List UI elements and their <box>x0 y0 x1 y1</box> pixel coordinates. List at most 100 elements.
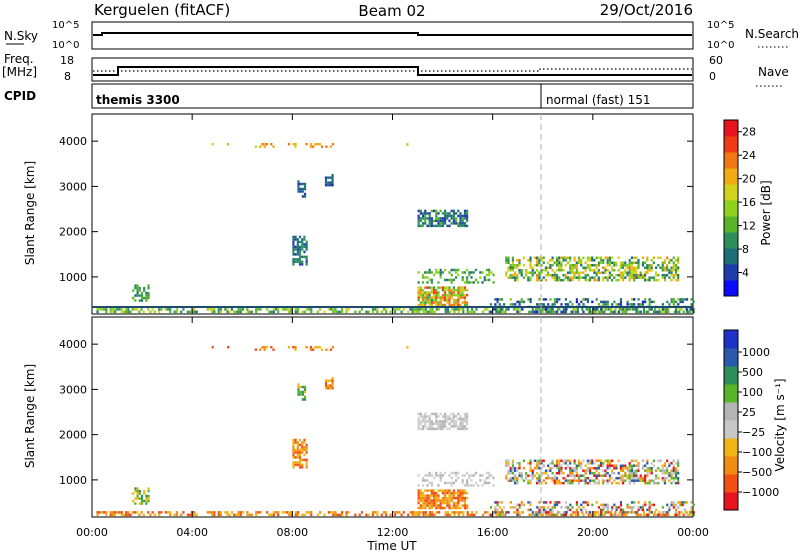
power-cell <box>606 268 609 272</box>
power-cell <box>419 288 422 292</box>
velocity-cell <box>263 345 266 349</box>
power-cell <box>498 303 501 306</box>
power-cell <box>331 178 334 182</box>
velocity-cell <box>562 471 565 475</box>
velocity-cell <box>459 417 462 421</box>
velocity-cell <box>290 513 293 517</box>
power-cell <box>540 308 543 311</box>
velocity-cell <box>426 427 429 431</box>
power-cell <box>441 293 444 297</box>
velocity-cell <box>301 446 304 449</box>
velocity-cell <box>564 511 567 514</box>
power-cell <box>382 308 386 311</box>
power-cell <box>417 271 420 274</box>
power-cell <box>424 286 427 289</box>
velocity-cell <box>573 467 576 470</box>
velocity-cell <box>505 476 508 480</box>
power-cell <box>296 258 299 261</box>
power-cell <box>574 308 577 311</box>
power-cell <box>595 308 598 311</box>
power-cell <box>111 310 115 314</box>
velocity-cell <box>426 501 429 505</box>
power-cell <box>505 259 508 262</box>
velocity-cell <box>459 415 462 418</box>
power-cell <box>96 310 99 314</box>
velocity-cell <box>477 484 480 487</box>
power-cell <box>573 273 576 277</box>
power-cell <box>624 276 627 279</box>
power-cell <box>483 276 486 279</box>
power-cell <box>635 261 638 264</box>
power-cell <box>674 300 678 304</box>
power-cell <box>140 291 144 295</box>
velocity-cell <box>659 459 662 463</box>
velocity-cell <box>461 417 464 421</box>
velocity-cell <box>648 506 651 509</box>
power-cell <box>450 268 453 272</box>
power-cell <box>441 222 444 225</box>
velocity-cell <box>670 476 673 480</box>
velocity-cell <box>644 503 647 507</box>
velocity-cell <box>452 481 456 485</box>
velocity-cell <box>448 474 451 477</box>
velocity-cell <box>417 491 420 495</box>
power-cell <box>495 310 498 314</box>
power-cell <box>488 273 491 277</box>
power-cell <box>520 298 523 301</box>
velocity-cell <box>459 496 462 500</box>
velocity-cell <box>461 422 464 426</box>
colorbar-tick-label: 25 <box>742 406 756 419</box>
power-cell <box>298 235 302 239</box>
power-cell <box>639 273 642 277</box>
power-cell <box>595 298 598 301</box>
power-cell <box>446 296 449 299</box>
power-cell <box>484 308 487 311</box>
power-cell <box>668 276 671 279</box>
power-cell <box>173 310 176 314</box>
power-cell <box>298 255 302 259</box>
velocity-cell <box>301 463 304 467</box>
velocity-cell <box>382 511 386 514</box>
velocity-cell <box>254 348 257 351</box>
power-cell <box>584 273 587 277</box>
velocity-cell <box>444 513 447 517</box>
velocity-cell <box>621 469 625 472</box>
power-cell <box>461 222 464 225</box>
velocity-cell <box>663 462 667 465</box>
power-cell <box>305 243 308 246</box>
power-cell <box>660 310 663 314</box>
velocity-cell <box>421 479 425 482</box>
velocity-cell <box>430 420 433 423</box>
velocity-cell <box>430 427 433 431</box>
power-cell <box>246 310 249 314</box>
velocity-cell <box>529 503 532 507</box>
power-cell <box>674 266 678 269</box>
velocity-cell <box>538 501 541 504</box>
velocity-cell <box>619 469 622 472</box>
velocity-cell <box>299 393 302 396</box>
velocity-cell <box>522 503 526 507</box>
power-cell <box>547 266 550 269</box>
power-cell <box>450 209 453 213</box>
y-tick-label: 4000 <box>59 135 87 148</box>
velocity-cell <box>650 469 653 472</box>
velocity-cell <box>586 481 589 485</box>
power-cell <box>637 273 640 277</box>
power-cell <box>417 217 420 220</box>
power-cell <box>461 286 464 289</box>
velocity-cell <box>455 471 458 475</box>
power-cell <box>538 276 541 279</box>
velocity-cell <box>628 474 631 477</box>
power-cell <box>312 145 315 148</box>
velocity-cell <box>668 474 671 477</box>
velocity-cell <box>424 499 427 502</box>
velocity-cell <box>424 501 427 505</box>
velocity-cell <box>555 513 559 517</box>
velocity-cell <box>259 511 262 514</box>
power-cell <box>644 298 647 301</box>
power-cell <box>628 273 631 277</box>
velocity-cell <box>301 451 304 454</box>
velocity-cell <box>303 453 306 457</box>
velocity-cell <box>663 479 667 482</box>
power-cell <box>672 256 675 260</box>
